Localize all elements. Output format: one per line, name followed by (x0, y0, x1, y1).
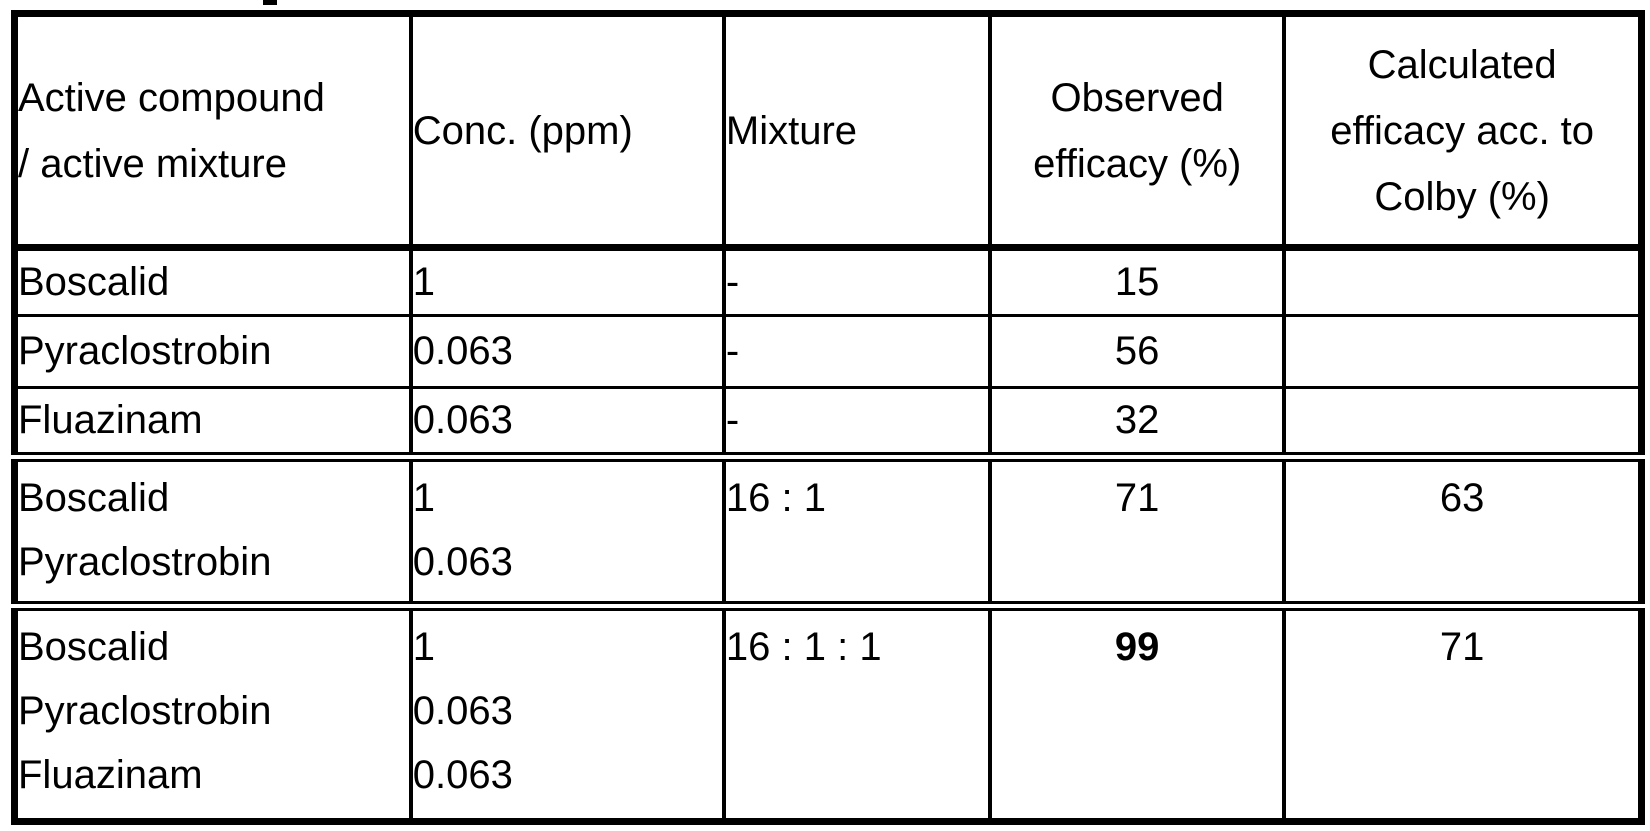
cropped-text-artifact (263, 0, 277, 5)
header-line: efficacy acc. to (1330, 108, 1595, 153)
cell-mixture: 16 : 1 (721, 452, 993, 608)
cell-compound: Fluazinam (12, 386, 413, 459)
cell-calculated-efficacy: 71 (1282, 601, 1644, 823)
cell-mixture: - (721, 246, 993, 317)
cell-compound: Boscalid Pyraclostrobin (12, 452, 413, 608)
observed-value: 71 (1114, 476, 1160, 520)
compound-name: Boscalid (18, 476, 170, 520)
conc-value: 1 (412, 625, 435, 669)
cell-conc: 1 0.063 0.063 (408, 601, 726, 823)
table-row-binary-mixture: Boscalid Pyraclostrobin 1 0.063 16 : 1 7… (12, 452, 1644, 608)
cell-mixture: 16 : 1 : 1 (721, 601, 993, 823)
compound-name: Fluazinam (18, 753, 203, 797)
table-row-ternary-mixture: Boscalid Pyraclostrobin Fluazinam 1 0.06… (12, 601, 1644, 823)
cell-conc: 1 (408, 246, 726, 317)
header-observed-efficacy: Observed efficacy (%) (988, 12, 1287, 251)
cell-observed-efficacy: 99 (988, 601, 1287, 823)
cell-observed-efficacy: 56 (988, 314, 1287, 389)
cell-observed-efficacy: 71 (988, 452, 1287, 608)
conc-value: 0.063 (412, 689, 513, 733)
cell-calculated-efficacy: 63 (1282, 452, 1644, 608)
table-row: Fluazinam 0.063 - 32 (12, 386, 1644, 459)
cell-conc: 0.063 (408, 314, 726, 389)
header-active-compound: Active compound / active mixture (12, 12, 413, 251)
mixture-ratio: 16 : 1 (725, 476, 826, 520)
header-line: Observed (1050, 75, 1224, 120)
table-row: Boscalid 1 - 15 (12, 246, 1644, 317)
header-line: Colby (%) (1374, 174, 1550, 219)
cell-compound: Boscalid (12, 246, 413, 317)
header-line: Active compound (18, 75, 325, 120)
cell-compound: Boscalid Pyraclostrobin Fluazinam (12, 601, 413, 823)
cell-conc: 1 0.063 (408, 452, 726, 608)
table-header-row: Active compound / active mixture Conc. (… (12, 12, 1644, 251)
cell-mixture: - (721, 386, 993, 459)
compound-name: Boscalid (18, 625, 170, 669)
cell-calculated-efficacy (1282, 314, 1644, 389)
cell-compound: Pyraclostrobin (12, 314, 413, 389)
header-line: Conc. (ppm) (412, 108, 633, 153)
conc-value: 0.063 (412, 753, 513, 797)
calculated-value: 71 (1439, 625, 1485, 669)
header-line: Calculated (1367, 42, 1557, 87)
header-line: / active mixture (18, 141, 287, 186)
calculated-value: 63 (1439, 476, 1485, 520)
efficacy-table: Active compound / active mixture Conc. (… (11, 10, 1645, 825)
cell-calculated-efficacy (1282, 386, 1644, 459)
header-line: Mixture (725, 108, 858, 153)
cell-conc: 0.063 (408, 386, 726, 459)
compound-name: Pyraclostrobin (18, 689, 272, 733)
mixture-ratio: 16 : 1 : 1 (725, 625, 882, 669)
conc-value: 1 (412, 476, 435, 520)
header-conc: Conc. (ppm) (408, 12, 726, 251)
compound-name: Pyraclostrobin (18, 540, 272, 584)
table-row: Pyraclostrobin 0.063 - 56 (12, 314, 1644, 389)
observed-value-highlighted: 99 (1114, 625, 1160, 669)
cell-observed-efficacy: 32 (988, 386, 1287, 459)
cell-observed-efficacy: 15 (988, 246, 1287, 317)
header-calculated-efficacy: Calculated efficacy acc. to Colby (%) (1282, 12, 1644, 251)
header-line: efficacy (%) (1033, 141, 1242, 186)
cell-mixture: - (721, 314, 993, 389)
conc-value: 0.063 (412, 540, 513, 584)
header-mixture: Mixture (721, 12, 993, 251)
cell-calculated-efficacy (1282, 246, 1644, 317)
